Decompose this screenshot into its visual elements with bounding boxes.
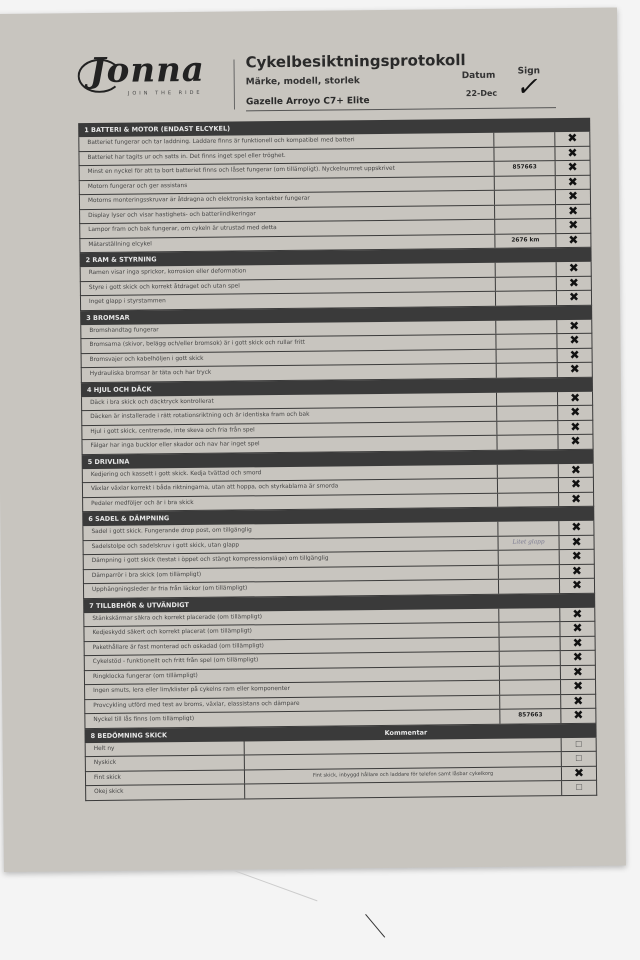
- logo-text: Jonna: [89, 49, 206, 92]
- date-label: Datum: [461, 70, 496, 82]
- item-value: [497, 435, 559, 450]
- jonna-logo: Jonna JOIN THE RIDE: [77, 50, 228, 102]
- checked-mark-icon[interactable]: ✖: [567, 174, 578, 189]
- checked-mark-icon[interactable]: ✖: [567, 159, 578, 175]
- checked-mark-icon[interactable]: ✖: [570, 462, 581, 477]
- checked-mark-icon[interactable]: ✖: [568, 260, 579, 276]
- item-value: [495, 204, 557, 219]
- empty-checkbox-icon[interactable]: ☐: [575, 753, 583, 763]
- date-value: 22-Dec: [465, 88, 498, 99]
- checked-mark-icon[interactable]: ✖: [567, 145, 578, 160]
- item-value: [499, 665, 561, 680]
- checked-mark-icon[interactable]: ✖: [571, 519, 582, 534]
- checklist-table: 1 BATTERI & MOTOR (ENDAST ELCYKEL) Batter…: [78, 117, 598, 801]
- checked-mark-icon[interactable]: ✖: [569, 318, 580, 333]
- condition-text: Fint skick: [85, 769, 246, 786]
- checked-mark-icon[interactable]: ✖: [568, 275, 579, 290]
- item-value: [497, 478, 560, 493]
- checked-mark-icon[interactable]: ✖: [569, 361, 580, 377]
- item-value: [500, 694, 562, 709]
- header-underline: [246, 107, 557, 112]
- item-value: [496, 319, 558, 334]
- item-value: [498, 579, 561, 594]
- header-divider: [233, 59, 236, 110]
- item-value: 857663: [494, 161, 556, 176]
- checked-mark-icon[interactable]: ✖: [571, 563, 582, 578]
- checked-mark-icon[interactable]: ✖: [569, 390, 581, 405]
- checked-mark-icon[interactable]: ✖: [569, 332, 580, 348]
- signature-icon: ✓: [515, 72, 538, 103]
- item-value: [499, 622, 561, 637]
- empty-checkbox-icon[interactable]: ☐: [575, 739, 583, 749]
- item-value: [498, 550, 560, 565]
- item-value: [498, 492, 560, 507]
- item-value: [496, 334, 558, 349]
- empty-checkbox-icon[interactable]: ☐: [575, 782, 583, 792]
- checked-mark-icon[interactable]: ✖: [573, 707, 584, 722]
- checked-mark-icon[interactable]: ✖: [568, 289, 580, 305]
- item-value: [497, 420, 559, 435]
- item-value: Litet glapp: [498, 535, 560, 550]
- item-value: [500, 680, 562, 695]
- checked-mark-icon[interactable]: ✖: [567, 203, 579, 218]
- checked-mark-icon[interactable]: ✖: [572, 678, 584, 693]
- item-value: [499, 607, 561, 622]
- item-value: 2676 km: [495, 233, 557, 248]
- item-value: [498, 521, 560, 536]
- checked-mark-icon[interactable]: ✖: [573, 693, 584, 708]
- checked-mark-icon[interactable]: ✖: [569, 347, 580, 362]
- item-value: [495, 276, 557, 291]
- checked-mark-icon[interactable]: ✖: [567, 130, 578, 146]
- item-value: [496, 363, 558, 378]
- item-value: [499, 636, 561, 651]
- checked-mark-icon[interactable]: ✖: [570, 476, 582, 491]
- checked-mark-icon[interactable]: ✖: [568, 232, 579, 247]
- form-title: Cykelbesiktningsprotokoll: [245, 51, 466, 72]
- item-value: [496, 348, 558, 363]
- checked-mark-icon[interactable]: ✖: [572, 649, 583, 664]
- checked-mark-icon[interactable]: ✖: [571, 577, 583, 592]
- checked-mark-icon[interactable]: ✖: [568, 217, 579, 233]
- item-value: [494, 132, 556, 147]
- checked-mark-icon[interactable]: ✖: [573, 765, 585, 780]
- condition-text: Helt ny: [85, 740, 245, 757]
- model-label: Märke, modell, storlek: [245, 76, 360, 88]
- item-value: [495, 262, 557, 277]
- background-scratch: [232, 869, 318, 902]
- condition-text: Okej skick: [86, 784, 246, 800]
- item-value: [499, 651, 561, 666]
- item-value: 857663: [500, 709, 562, 724]
- comment-header: Kommentar: [384, 728, 428, 737]
- item-value: [494, 190, 557, 205]
- item-value: [498, 564, 560, 579]
- checked-mark-icon[interactable]: ✖: [572, 664, 584, 679]
- checked-mark-icon[interactable]: ✖: [570, 419, 581, 434]
- logo-tagline: JOIN THE RIDE: [127, 89, 203, 97]
- inspection-form-paper: Jonna JOIN THE RIDE Cykelbesiktningsprot…: [0, 7, 626, 872]
- item-value: [494, 175, 556, 190]
- item-value: [494, 146, 556, 161]
- checked-mark-icon[interactable]: ✖: [572, 606, 583, 621]
- item-value: [495, 291, 558, 306]
- condition-comment[interactable]: [245, 781, 563, 798]
- background-scratch: [365, 888, 416, 938]
- checked-mark-icon[interactable]: ✖: [567, 188, 579, 204]
- condition-title: 8 BEDÖMNING SKICK: [90, 730, 168, 740]
- checked-mark-icon[interactable]: ✖: [572, 620, 583, 635]
- checked-mark-icon[interactable]: ✖: [572, 635, 583, 650]
- checked-mark-icon[interactable]: ✖: [570, 404, 581, 419]
- checked-mark-icon[interactable]: ✖: [571, 548, 582, 563]
- item-value: [496, 391, 559, 406]
- checked-mark-icon[interactable]: ✖: [570, 433, 581, 448]
- item-value: [495, 219, 557, 234]
- checked-mark-icon[interactable]: ✖: [571, 534, 582, 549]
- condition-text: Nyskick: [85, 755, 245, 771]
- model-value: Gazelle Arroyo C7+ Elite: [245, 96, 370, 108]
- item-value: [497, 463, 559, 478]
- item-value: [497, 406, 559, 421]
- checked-mark-icon[interactable]: ✖: [571, 491, 582, 506]
